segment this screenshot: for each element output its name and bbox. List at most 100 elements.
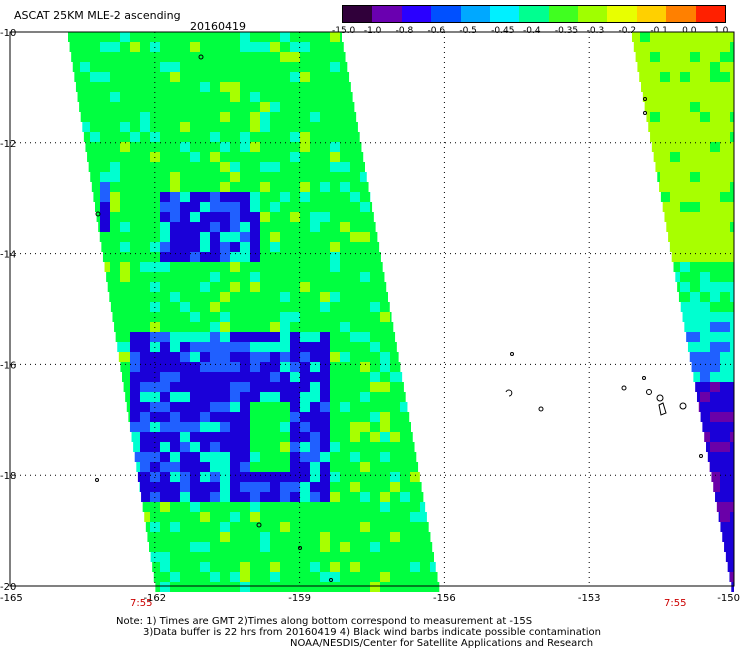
swath-cell bbox=[140, 382, 150, 392]
swath-cell bbox=[730, 422, 734, 432]
swath-cell bbox=[130, 52, 140, 62]
swath-cell bbox=[110, 272, 120, 282]
swath-cell bbox=[710, 302, 720, 312]
swath-cell bbox=[720, 222, 730, 232]
swath-cell bbox=[710, 52, 720, 62]
swath-cell bbox=[260, 122, 270, 132]
swath-cell bbox=[280, 82, 290, 92]
swath-cell bbox=[690, 272, 700, 282]
swath-cell bbox=[320, 372, 330, 382]
swath-cell bbox=[230, 562, 240, 572]
swath-cell bbox=[90, 42, 100, 52]
swath-cell bbox=[730, 192, 734, 202]
swath-cell bbox=[120, 32, 130, 42]
map-title: ASCAT 25KM MLE-2 ascending bbox=[14, 9, 181, 22]
swath-cell bbox=[730, 392, 734, 402]
swath-cell bbox=[170, 442, 180, 452]
swath-cell bbox=[170, 542, 180, 552]
swath-cell bbox=[190, 332, 200, 342]
swath-cell bbox=[300, 472, 310, 482]
swath-cell bbox=[390, 542, 400, 552]
time-label-left: 7:55 bbox=[130, 598, 153, 609]
swath-cell bbox=[140, 372, 150, 382]
swath-cell bbox=[200, 392, 210, 402]
colorbar-label: -0.2 bbox=[618, 26, 637, 36]
swath-cell bbox=[190, 132, 200, 142]
swath-cell bbox=[200, 222, 210, 232]
swath-cell bbox=[700, 52, 710, 62]
swath-cell bbox=[120, 102, 130, 112]
swath-cell bbox=[390, 492, 400, 502]
swath-cell bbox=[310, 122, 320, 132]
swath-cell bbox=[250, 322, 260, 332]
swath-cell bbox=[300, 482, 310, 492]
swath-cell bbox=[200, 132, 210, 142]
swath-cell bbox=[300, 512, 310, 522]
swath-cell bbox=[130, 332, 140, 342]
swath-cell bbox=[380, 532, 390, 542]
swath-cell bbox=[700, 402, 710, 412]
swath-cell bbox=[130, 162, 140, 172]
swath-cell bbox=[380, 502, 390, 512]
swath-cell bbox=[260, 262, 270, 272]
swath-cell bbox=[300, 142, 310, 152]
swath-cell bbox=[140, 282, 150, 292]
swath-cell bbox=[140, 262, 150, 272]
swath-cell bbox=[100, 202, 110, 212]
swath-cell bbox=[400, 472, 410, 482]
swath-cell bbox=[290, 342, 300, 352]
swath-cell bbox=[730, 172, 734, 182]
swath-cell bbox=[130, 102, 140, 112]
swath-cell bbox=[71, 52, 82, 62]
swath-cell bbox=[350, 292, 360, 302]
swath-cell bbox=[210, 522, 220, 532]
swath-cell bbox=[200, 122, 210, 132]
swath-cell bbox=[350, 562, 360, 572]
swath-cell bbox=[290, 472, 300, 482]
swath-cell bbox=[360, 222, 370, 232]
swath-cell bbox=[330, 542, 340, 552]
swath-cell bbox=[190, 142, 200, 152]
swath-cell bbox=[260, 52, 270, 62]
swath-cell bbox=[220, 62, 230, 72]
swath-cell bbox=[370, 292, 380, 302]
swath-cell bbox=[130, 282, 140, 292]
swath-cell bbox=[250, 332, 260, 342]
swath-cell bbox=[190, 62, 200, 72]
swath-cell bbox=[680, 282, 690, 292]
swath-cell bbox=[160, 242, 170, 252]
swath-cell bbox=[80, 102, 90, 112]
swath-cell bbox=[130, 322, 140, 332]
swath-cell bbox=[270, 512, 280, 522]
swath-cell bbox=[280, 252, 290, 262]
swath-cell bbox=[330, 122, 340, 132]
swath-cell bbox=[370, 382, 380, 392]
swath-cell bbox=[320, 162, 330, 172]
swath-cell bbox=[230, 512, 240, 522]
swath-cell bbox=[200, 182, 210, 192]
swath-cell bbox=[320, 42, 330, 52]
swath-cell bbox=[130, 142, 140, 152]
colorbar-label: -0.3 bbox=[586, 26, 605, 36]
swath-cell bbox=[80, 92, 90, 102]
swath-cell bbox=[310, 342, 320, 352]
swath-cell bbox=[370, 302, 380, 312]
swath-cell bbox=[270, 32, 280, 42]
swath-cell bbox=[400, 542, 410, 552]
swath-cell bbox=[250, 392, 260, 402]
swath-cell bbox=[260, 282, 270, 292]
swath-cell bbox=[160, 282, 170, 292]
swath-cell bbox=[270, 302, 280, 312]
swath-cell bbox=[310, 362, 320, 372]
swath-cell bbox=[240, 282, 250, 292]
colorbar-label: -0.6 bbox=[427, 26, 446, 36]
colorbar-segment bbox=[548, 6, 579, 22]
swath-cell bbox=[350, 432, 360, 442]
swath-cell bbox=[330, 482, 340, 492]
swath-cell bbox=[200, 272, 210, 282]
swath-cell bbox=[320, 32, 330, 42]
swath-cell bbox=[140, 172, 150, 182]
swath-cell bbox=[360, 152, 364, 162]
swath-cell bbox=[230, 372, 240, 382]
